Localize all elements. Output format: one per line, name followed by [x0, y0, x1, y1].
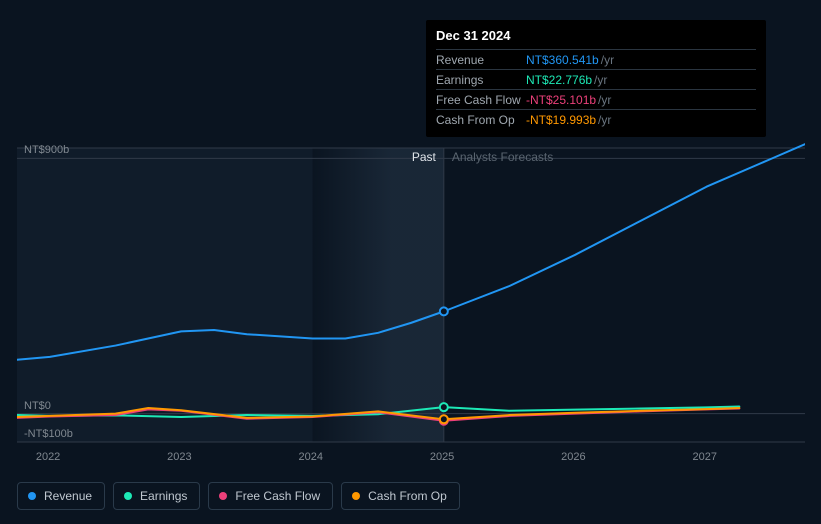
- y-axis-label: -NT$100b: [24, 428, 73, 440]
- tooltip-row-value: -NT$19.993b: [526, 113, 596, 127]
- legend-dot-icon: [352, 492, 360, 500]
- legend-item-label: Free Cash Flow: [235, 489, 320, 503]
- x-axis-label: 2027: [693, 451, 717, 463]
- tooltip-row: Free Cash Flow-NT$25.101b /yr: [436, 89, 756, 109]
- chart-legend: Revenue Earnings Free Cash Flow Cash From O…: [17, 482, 460, 510]
- x-axis-label: 2023: [167, 451, 191, 463]
- tooltip-row-suffix: /yr: [598, 93, 611, 107]
- tooltip-date: Dec 31 2024: [436, 28, 756, 43]
- tooltip-row-suffix: /yr: [594, 73, 607, 87]
- y-axis-label: NT$0: [24, 400, 51, 412]
- tooltip-row-label: Revenue: [436, 53, 526, 67]
- legend-item-label: Revenue: [44, 489, 92, 503]
- tooltip-row-suffix: /yr: [598, 113, 611, 127]
- legend-item-label: Earnings: [140, 489, 187, 503]
- x-axis-label: 2025: [430, 451, 454, 463]
- legend-item-label: Cash From Op: [368, 489, 447, 503]
- tooltip-row: Cash From Op-NT$19.993b /yr: [436, 109, 756, 129]
- tooltip-row-label: Free Cash Flow: [436, 93, 526, 107]
- legend-item-freeCashFlow[interactable]: Free Cash Flow: [208, 482, 333, 510]
- section-label-past: Past: [412, 150, 436, 164]
- tooltip-row-value: NT$22.776b: [526, 73, 592, 87]
- tooltip-row-label: Earnings: [436, 73, 526, 87]
- tooltip-row-suffix: /yr: [601, 53, 614, 67]
- x-axis-label: 2022: [36, 451, 60, 463]
- legend-item-earnings[interactable]: Earnings: [113, 482, 200, 510]
- tooltip-row-label: Cash From Op: [436, 113, 526, 127]
- section-label-forecast: Analysts Forecasts: [452, 150, 553, 164]
- tooltip-row: EarningsNT$22.776b /yr: [436, 69, 756, 89]
- tooltip-row-value: -NT$25.101b: [526, 93, 596, 107]
- tooltip-row: RevenueNT$360.541b /yr: [436, 49, 756, 69]
- x-axis-label: 2026: [561, 451, 585, 463]
- tooltip-row-value: NT$360.541b: [526, 53, 599, 67]
- legend-item-revenue[interactable]: Revenue: [17, 482, 105, 510]
- x-axis-label: 2024: [299, 451, 323, 463]
- legend-dot-icon: [219, 492, 227, 500]
- chart-tooltip: Dec 31 2024 RevenueNT$360.541b /yrEarnin…: [426, 20, 766, 137]
- legend-dot-icon: [124, 492, 132, 500]
- y-axis-label: NT$900b: [24, 144, 69, 156]
- legend-dot-icon: [28, 492, 36, 500]
- legend-item-cashFromOp[interactable]: Cash From Op: [341, 482, 460, 510]
